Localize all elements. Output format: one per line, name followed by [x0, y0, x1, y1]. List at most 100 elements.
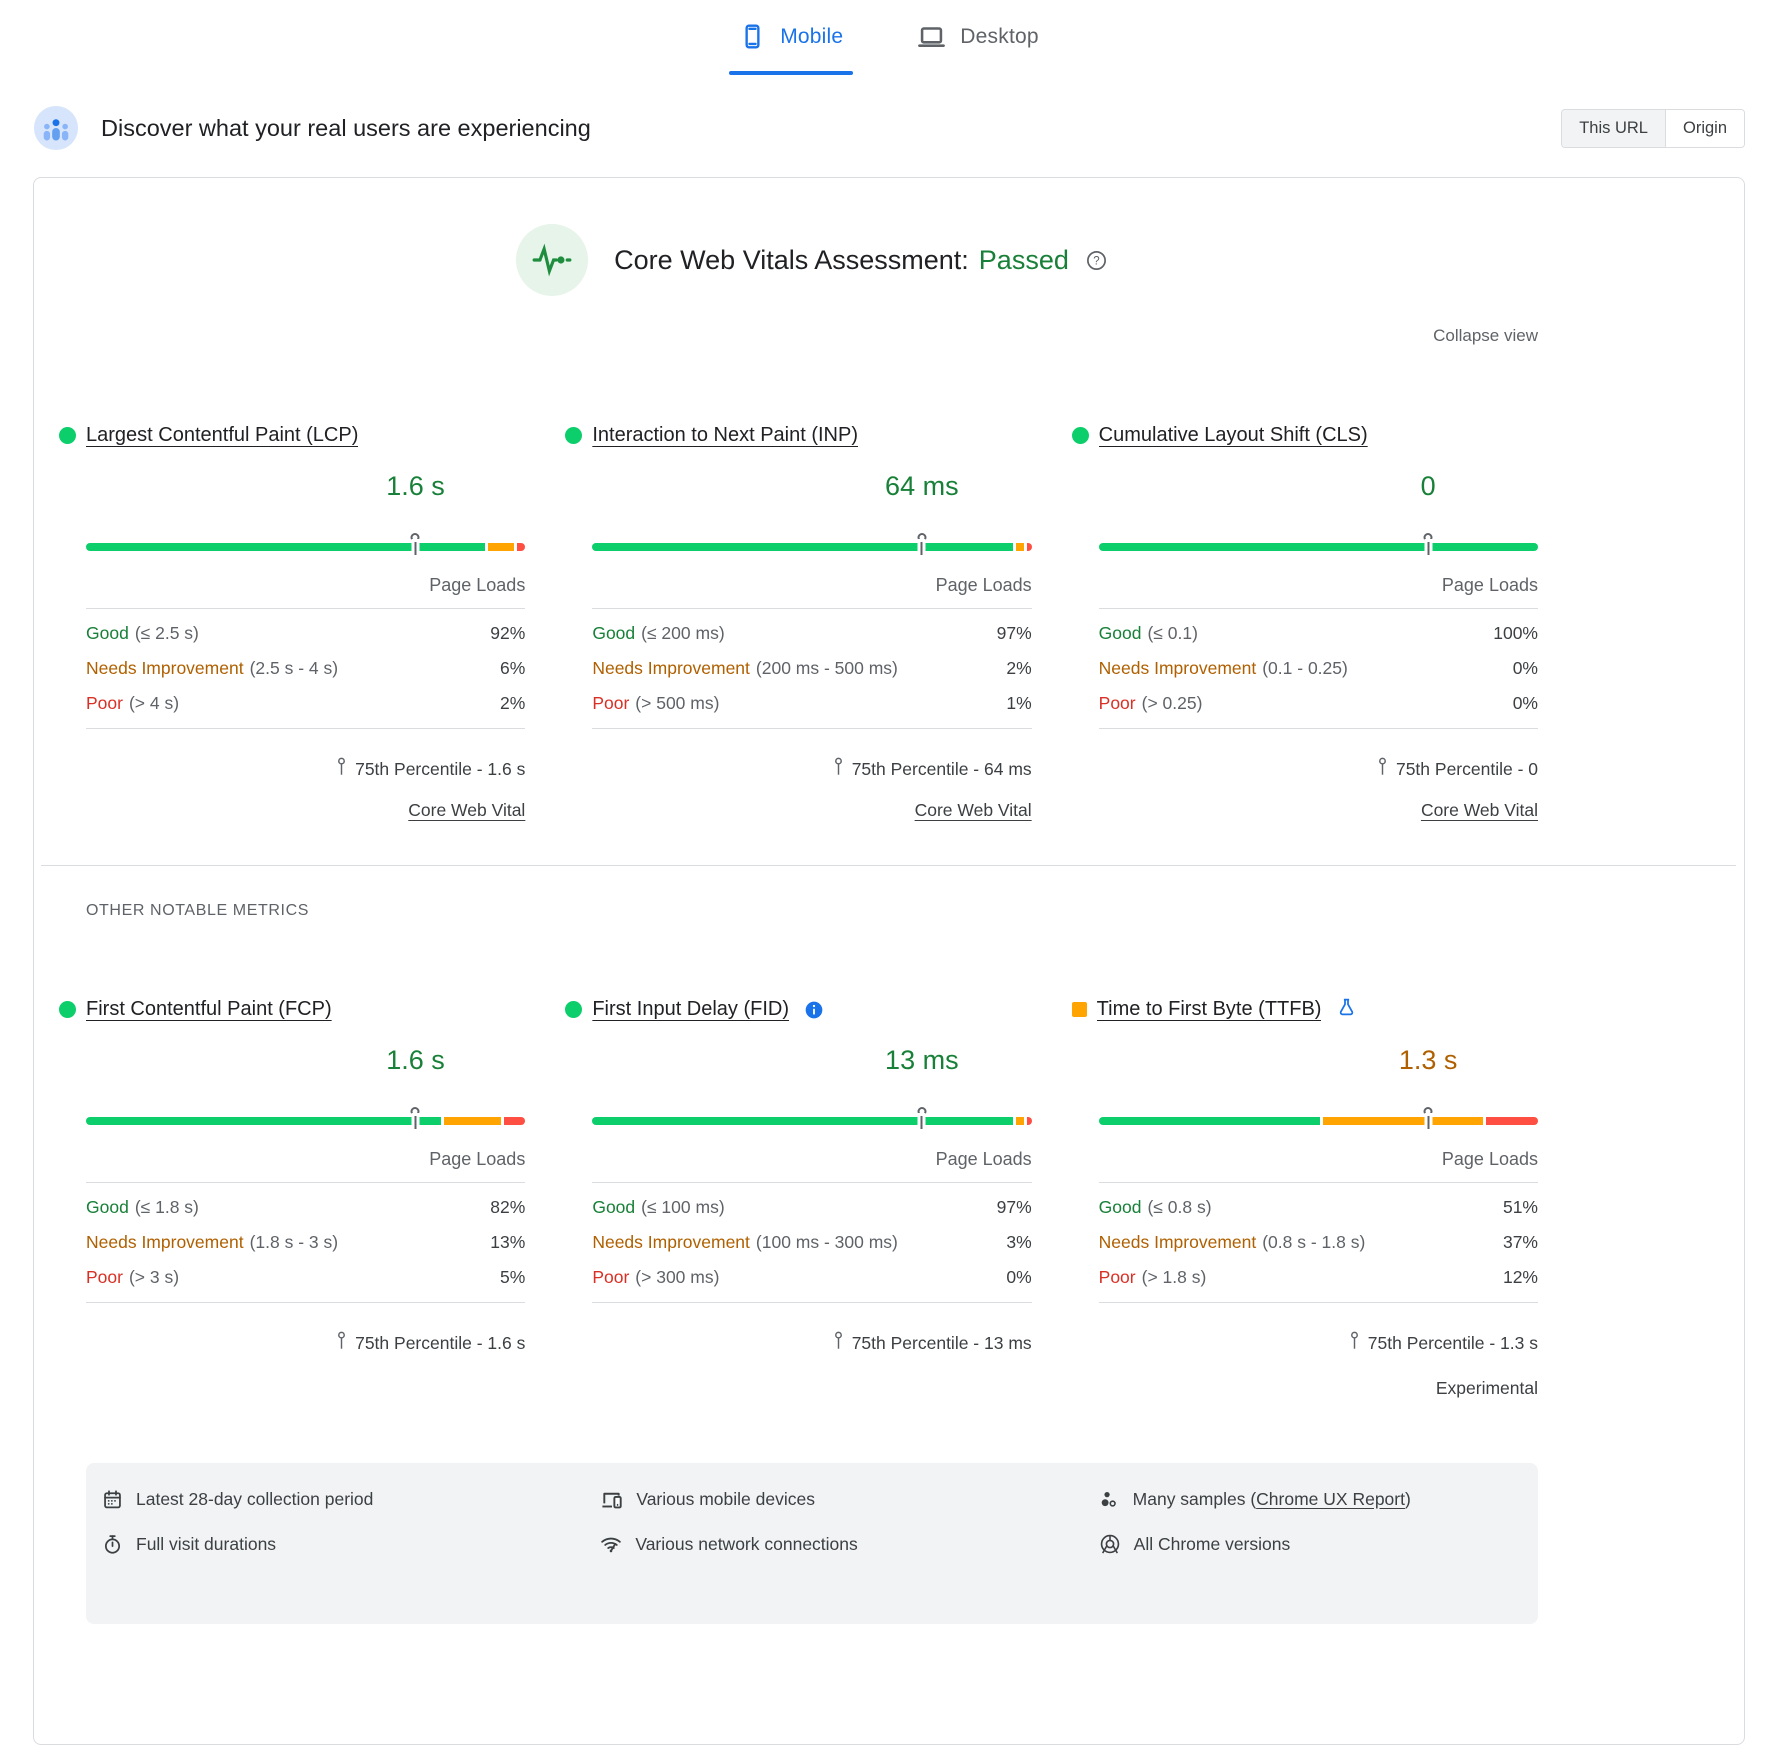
distribution-table: Good (≤ 0.8 s) 51% Needs Improvement (0.8 s …	[1098, 1183, 1538, 1303]
metric-header-ttfb: Time to First Byte (TTFB)	[1071, 997, 1538, 1021]
bar-segment-ni	[1015, 543, 1025, 551]
metric-title-link-fcp[interactable]: First Contentful Paint (FCP)	[86, 998, 332, 1020]
distribution-range: (> 4 s)	[128, 693, 180, 713]
real-users-icon	[33, 105, 79, 151]
field-data-header: Discover what your real users are experi…	[33, 105, 1745, 151]
bar-segment-ni	[1322, 1117, 1483, 1125]
tab-desktop[interactable]: Desktop	[907, 16, 1048, 75]
percentile-text: 75th Percentile - 13 ms	[851, 1333, 1032, 1353]
distribution-range: (≤ 200 ms)	[641, 623, 725, 643]
metric-title-link-lcp[interactable]: Largest Contentful Paint (LCP)	[86, 424, 359, 446]
metric-title-link-fid[interactable]: First Input Delay (FID)	[592, 998, 790, 1020]
pin-icon	[1377, 757, 1388, 782]
pin-head	[1423, 1107, 1433, 1116]
bar-segment-poor	[503, 1117, 526, 1125]
core-web-vital-link[interactable]: Core Web Vital	[408, 800, 526, 820]
distribution-label: Needs Improvement	[86, 658, 244, 678]
metric-title-link-ttfb[interactable]: Time to First Byte (TTFB)	[1096, 998, 1322, 1020]
core-web-vital-link[interactable]: Core Web Vital	[914, 800, 1032, 820]
distribution-label: Poor	[86, 1267, 123, 1287]
distribution-percent: 1%	[1006, 693, 1032, 713]
bar-segment-ni	[444, 1117, 501, 1125]
distribution-range: (200 ms - 500 ms)	[755, 658, 898, 678]
distribution-table: Good (≤ 100 ms) 97% Needs Improvement (100 m…	[592, 1183, 1032, 1303]
help-icon[interactable]: ?	[1085, 249, 1108, 272]
page-loads-label: Page Loads	[86, 1149, 526, 1183]
metric-cls: Cumulative Layout Shift (CLS) 0 Page Loads…	[1071, 424, 1538, 821]
bar-segment-good	[1098, 1117, 1320, 1125]
metric-inp: Interaction to Next Paint (INP) 64 ms Page…	[565, 424, 1032, 821]
metric-value-inp: 64 ms	[885, 471, 959, 501]
distribution-percent: 97%	[996, 1197, 1032, 1217]
bar-segment-poor	[1027, 543, 1032, 551]
page-loads-label: Page Loads	[592, 575, 1032, 609]
assessment-header: Core Web Vitals Assessment: Passed ?	[86, 224, 1538, 296]
metric-status-square-icon	[1071, 1002, 1087, 1017]
percentile-text: 75th Percentile - 0	[1395, 759, 1538, 779]
collapse-row: Collapse view	[86, 326, 1538, 346]
distribution-range: (> 1.8 s)	[1141, 1267, 1207, 1287]
footer-text-suffix: )	[1404, 1489, 1411, 1509]
distribution-label: Needs Improvement	[592, 1232, 750, 1252]
experimental-flask-icon[interactable]	[1336, 997, 1357, 1018]
core-web-vital-link-row: Core Web Vital	[1099, 800, 1538, 821]
distribution-percent: 0%	[1006, 1267, 1032, 1287]
origin-button[interactable]: Origin	[1664, 109, 1744, 147]
metric-value-ttfb: 1.3 s	[1398, 1045, 1458, 1075]
percentile-text: 75th Percentile - 64 ms	[851, 759, 1032, 779]
this-url-button[interactable]: This URL	[1562, 109, 1665, 147]
pin-stem	[414, 1116, 417, 1129]
metric-bar-area: 1.6 s	[86, 1045, 526, 1129]
distribution-row-poor: Poor (> 3 s) 5%	[86, 1260, 525, 1295]
chrome-ux-report-link[interactable]: Chrome UX Report	[1256, 1489, 1405, 1509]
distribution-percent: 12%	[1502, 1267, 1538, 1287]
distribution-row-poor: Poor (> 1.8 s) 12%	[1099, 1260, 1538, 1295]
percentile-pin-marker	[410, 1107, 420, 1129]
footer-text: Various network connections	[635, 1533, 858, 1554]
tab-mobile-label: Mobile	[780, 24, 844, 48]
distribution-bar	[592, 1117, 1032, 1125]
metric-bar-area: 64 ms	[592, 471, 1032, 555]
distribution-label: Poor	[86, 693, 123, 713]
distribution-row-good: Good (≤ 100 ms) 97%	[592, 1190, 1031, 1225]
bar-segment-good	[86, 1117, 442, 1125]
distribution-label: Good	[592, 623, 636, 643]
info-icon[interactable]	[804, 1000, 824, 1020]
distribution-row-ni: Needs Improvement (0.8 s - 1.8 s) 37%	[1099, 1225, 1538, 1260]
stopwatch-icon	[102, 1534, 123, 1555]
distribution-range: (0.1 - 0.25)	[1262, 658, 1348, 678]
footer-item-samples: Many samples (Chrome UX Report)	[1095, 1479, 1526, 1520]
distribution-percent: 2%	[1006, 658, 1032, 678]
pin-icon	[833, 1331, 844, 1356]
core-web-vital-link[interactable]: Core Web Vital	[1420, 800, 1538, 820]
metric-status-dot-icon	[565, 1001, 583, 1018]
distribution-row-good: Good (≤ 0.1) 100%	[1099, 616, 1538, 651]
distribution-range: (0.8 s - 1.8 s)	[1262, 1232, 1366, 1252]
distribution-range: (≤ 2.5 s)	[134, 623, 199, 643]
distribution-percent: 97%	[996, 623, 1032, 643]
distribution-row-ni: Needs Improvement (200 ms - 500 ms) 2%	[592, 651, 1031, 686]
pin-stem	[414, 542, 417, 555]
metric-fid: First Input Delay (FID) 13 ms Page Loads Go…	[565, 998, 1032, 1399]
metric-status-dot-icon	[59, 1001, 76, 1018]
percentile-text: 75th Percentile - 1.3 s	[1367, 1333, 1538, 1353]
pin-head	[410, 1107, 420, 1116]
percentile-row: 75th Percentile - 1.6 s	[86, 1331, 525, 1356]
footer-text: All Chrome versions	[1133, 1533, 1291, 1554]
metric-title-link-cls[interactable]: Cumulative Layout Shift (CLS)	[1098, 424, 1368, 446]
distribution-range: (> 3 s)	[128, 1267, 180, 1287]
distribution-bar	[1098, 543, 1538, 551]
tab-mobile[interactable]: Mobile	[729, 16, 854, 75]
metric-title-link-inp[interactable]: Interaction to Next Paint (INP)	[592, 424, 858, 446]
percentile-row: 75th Percentile - 13 ms	[592, 1331, 1032, 1356]
distribution-row-ni: Needs Improvement (100 ms - 300 ms) 3%	[592, 1225, 1031, 1260]
collapse-view-link[interactable]: Collapse view	[1433, 326, 1538, 345]
core-metrics-row: Largest Contentful Paint (LCP) 1.6 s Page …	[59, 424, 1538, 821]
pin-icon	[833, 757, 844, 782]
devices-icon	[600, 1488, 623, 1511]
laptop-icon	[917, 22, 946, 51]
pin-icon	[1349, 1331, 1360, 1356]
distribution-range: (≤ 0.8 s)	[1147, 1197, 1212, 1217]
distribution-row-ni: Needs Improvement (2.5 s - 4 s) 6%	[86, 651, 525, 686]
